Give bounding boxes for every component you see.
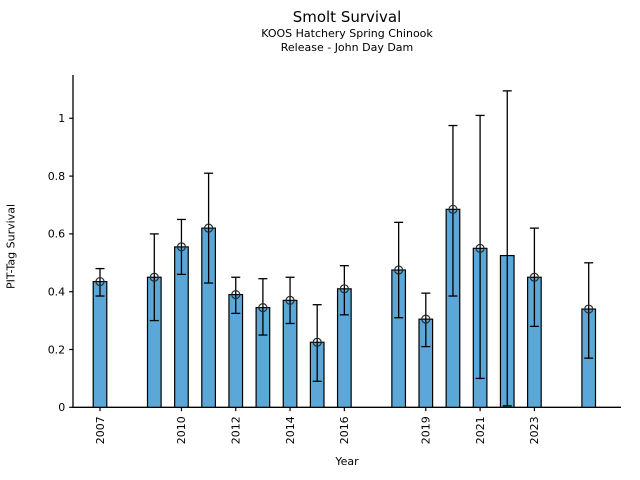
y-tick-label: 1 <box>58 112 65 125</box>
point-marker-2015 <box>312 337 322 347</box>
x-tick-label: 2012 <box>230 416 243 444</box>
x-tick-label: 2007 <box>94 416 107 444</box>
chart-subtitle-line1: KOOS Hatchery Spring Chinook <box>261 26 433 40</box>
y-tick-label: 0 <box>58 401 65 414</box>
x-tick-label: 2021 <box>474 416 487 444</box>
x-axis-label: Year <box>335 455 359 468</box>
chart-subtitle-line2: Release - John Day Dam <box>280 40 414 54</box>
point-marker-2019 <box>421 314 431 324</box>
y-axis-label: PIT-Tag Survival <box>4 204 18 290</box>
point-marker-2020 <box>448 204 458 214</box>
bar-2007 <box>92 280 108 408</box>
point-marker-2025 <box>584 304 594 314</box>
chart-header: Smolt Survival KOOS Hatchery Spring Chin… <box>73 8 621 54</box>
chart-title: Smolt Survival <box>292 8 402 26</box>
point-marker-2016 <box>339 284 349 294</box>
x-tick-label: 2016 <box>338 416 351 444</box>
point-marker-2018 <box>394 265 404 275</box>
point-marker-2009 <box>149 272 159 282</box>
point-marker-2010 <box>176 242 187 252</box>
point-marker-2007 <box>95 276 105 287</box>
point-marker-2014 <box>285 295 295 305</box>
x-tick-label: 2019 <box>420 416 433 444</box>
point-marker-2013 <box>258 302 268 313</box>
x-tick-label: 2010 <box>175 416 188 444</box>
point-marker-2011 <box>204 223 214 233</box>
y-tick-label: 0.8 <box>48 170 66 183</box>
point-marker-2023 <box>529 272 540 282</box>
x-tick-label: 2014 <box>284 416 297 444</box>
point-marker-2021 <box>475 243 485 253</box>
x-tick-label: 2023 <box>528 416 541 444</box>
y-tick-label: 0.2 <box>48 343 66 356</box>
point-marker-2012 <box>231 289 241 300</box>
y-tick-label: 0.6 <box>48 228 66 241</box>
y-tick-label: 0.4 <box>48 286 66 299</box>
